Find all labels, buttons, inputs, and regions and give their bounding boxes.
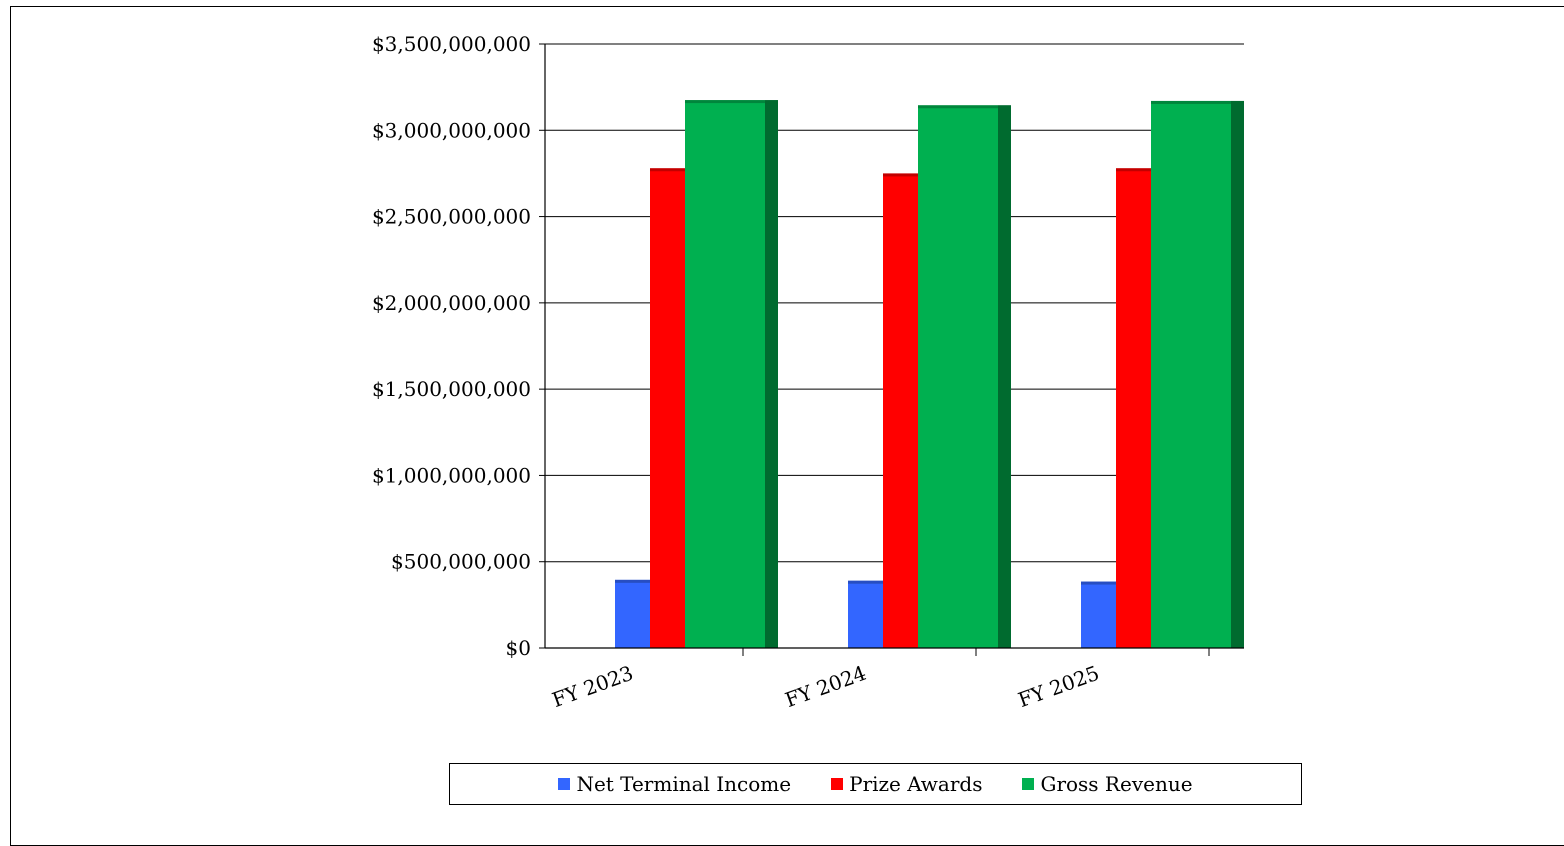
bars <box>615 100 1244 649</box>
legend-swatch <box>831 778 844 790</box>
x-axis-ticks: FY 2023 FY 2024 FY 2025 <box>549 648 1210 712</box>
bar <box>1151 100 1231 649</box>
y-tick-label: $1,500,000,000 <box>372 377 531 401</box>
x-tick-label: FY 2025 <box>1015 661 1102 712</box>
legend-swatch <box>558 778 571 790</box>
y-tick-label: $2,500,000,000 <box>372 205 531 229</box>
y-tick-label: $0 <box>506 636 531 660</box>
x-tick-label: FY 2024 <box>782 661 869 712</box>
x-tick-label: FY 2023 <box>549 661 636 712</box>
axes <box>544 44 1244 649</box>
legend-swatch <box>1022 778 1035 790</box>
bar-side <box>765 100 778 649</box>
y-tick-label: $3,000,000,000 <box>372 118 531 142</box>
legend-label: Gross Revenue <box>1040 772 1193 796</box>
legend-label: Net Terminal Income <box>576 772 792 796</box>
y-tick-label: $2,000,000,000 <box>372 291 531 315</box>
bar <box>685 100 765 649</box>
y-tick-label: $1,000,000,000 <box>372 463 531 487</box>
y-tick-label: $500,000,000 <box>391 550 531 574</box>
bar-top <box>685 100 778 104</box>
legend-item-gross-revenue: Gross Revenue <box>1022 772 1193 796</box>
bar <box>918 105 998 648</box>
y-axis-ticks: $0 $500,000,000 $1,000,000,000 $1,500,000,0… <box>372 32 545 660</box>
y-tick-label: $3,500,000,000 <box>372 32 531 56</box>
legend-item-prize-awards: Prize Awards <box>831 772 982 796</box>
legend-item-net-terminal-income: Net Terminal Income <box>558 772 791 796</box>
bar-top <box>918 105 1011 109</box>
bar-side <box>998 105 1011 648</box>
bar-side <box>1231 100 1244 649</box>
legend-label: Prize Awards <box>849 772 983 796</box>
bar-top <box>1151 100 1244 104</box>
legend: Net Terminal Income Prize Awards Gross R… <box>449 763 1302 805</box>
chart-frame <box>10 6 1564 846</box>
